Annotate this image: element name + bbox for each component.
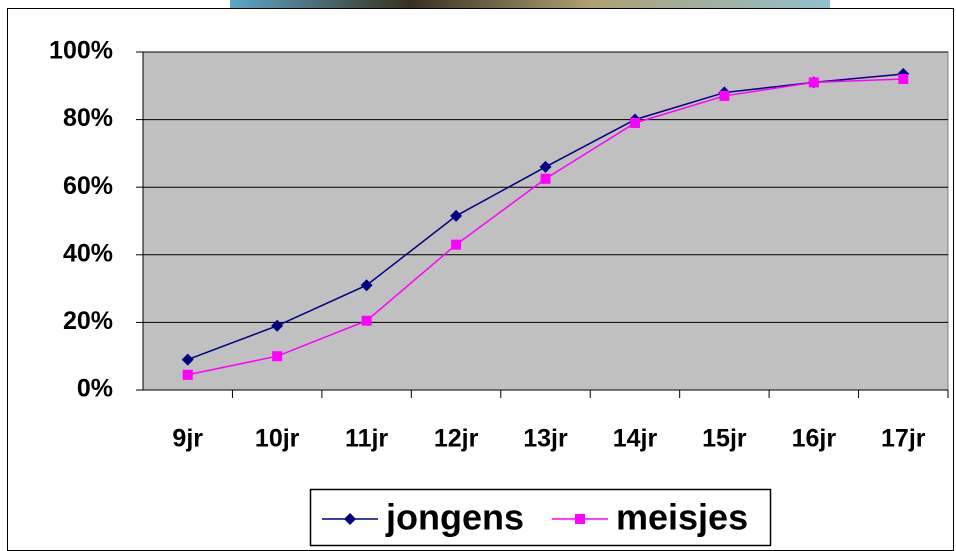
x-tick-label: 14jr (613, 425, 658, 453)
marker (344, 513, 356, 525)
y-tick-label: 100% (49, 37, 113, 65)
marker (182, 369, 193, 380)
x-tick-label: 16jr (792, 425, 837, 453)
y-tick-label: 80% (63, 104, 113, 132)
marker (808, 77, 819, 88)
legend-label: jongens (385, 497, 524, 538)
x-tick-label: 17jr (881, 425, 926, 453)
marker (629, 117, 640, 128)
y-tick-label: 40% (63, 239, 113, 267)
photo-strip (230, 0, 830, 8)
x-tick-label: 12jr (434, 425, 479, 453)
marker (450, 209, 463, 222)
x-tick-label: 10jr (255, 425, 300, 453)
x-tick-label: 13jr (523, 425, 568, 453)
x-tick-label: 11jr (345, 425, 388, 453)
marker (360, 279, 373, 292)
y-tick-label: 60% (63, 172, 113, 200)
marker (575, 514, 585, 524)
plot-area (142, 51, 949, 391)
x-tick-label: 9jr (172, 425, 203, 453)
marker (271, 319, 284, 332)
marker (451, 239, 462, 250)
x-tick-label: 15jr (702, 425, 747, 453)
y-tick-label: 0% (77, 375, 113, 403)
marker (898, 74, 909, 85)
marker (272, 351, 283, 362)
marker (181, 353, 194, 366)
marker (539, 160, 552, 173)
marker (540, 173, 551, 184)
y-tick-label: 20% (63, 307, 113, 335)
marker (719, 90, 730, 101)
legend-box (309, 488, 772, 547)
legend-label: meisjes (616, 497, 748, 538)
marker (361, 315, 372, 326)
